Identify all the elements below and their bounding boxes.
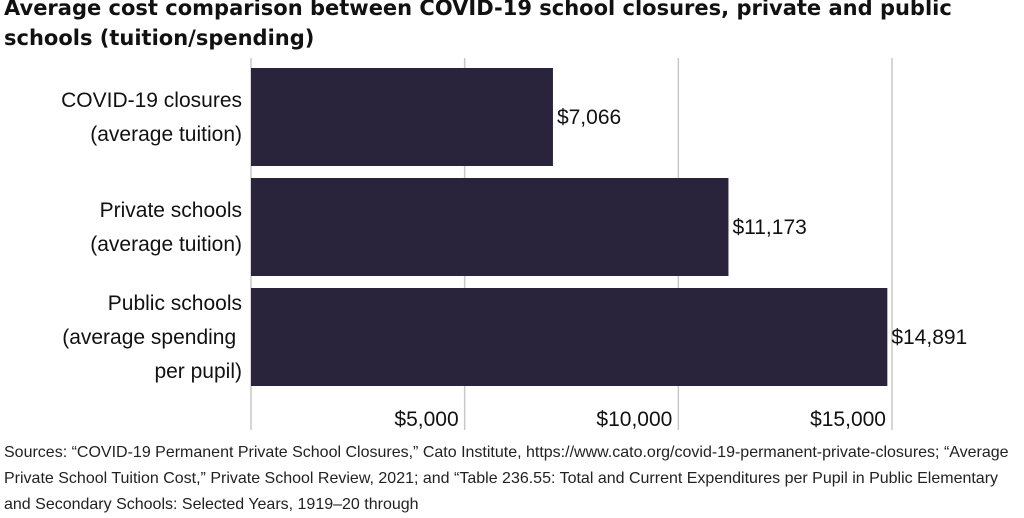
category-label: (average spending — [62, 326, 242, 349]
category-label: (average tuition) — [90, 123, 242, 146]
category-label: (average tuition) — [90, 233, 242, 256]
source-note: Sources: “COVID-19 Permanent Private Sch… — [4, 444, 1009, 513]
bar-chart: $5,000 $10,000 $15,000 $7,066 COVID-19 closu… — [61, 58, 967, 431]
category-label: per pupil) — [154, 360, 242, 383]
chart-title: Average cost comparison between COVID-19… — [4, 0, 952, 50]
bar — [251, 288, 888, 386]
x-tick-label: $15,000 — [810, 408, 886, 431]
x-tick-label: $10,000 — [596, 408, 672, 431]
category-label: Public schools — [108, 292, 242, 315]
bar — [251, 68, 553, 166]
x-tick-label: $5,000 — [394, 408, 458, 431]
category-label: Private schools — [100, 199, 242, 222]
value-label: $11,173 — [732, 216, 806, 239]
value-label: $7,066 — [557, 106, 621, 129]
bar — [251, 178, 729, 276]
category-label: COVID-19 closures — [61, 89, 242, 112]
bars — [251, 68, 888, 386]
labels: $5,000 $10,000 $15,000 $7,066 COVID-19 closu… — [61, 89, 967, 431]
value-label: $14,891 — [891, 326, 967, 349]
